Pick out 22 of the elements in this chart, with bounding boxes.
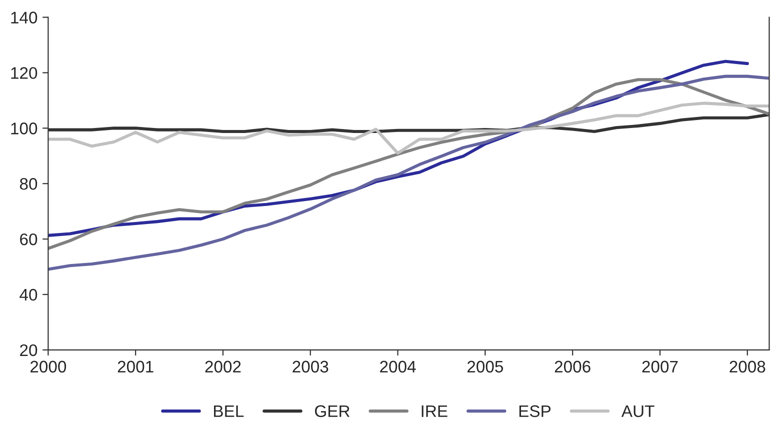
legend-label: AUT: [621, 405, 654, 418]
x-tick-label: 2004: [380, 360, 416, 373]
y-tick-label: 120: [11, 67, 38, 79]
y-tick-label: 100: [11, 122, 38, 134]
x-tick-label: 2003: [292, 360, 328, 373]
legend-label: GER: [315, 405, 350, 418]
x-tick-label: 2008: [730, 360, 766, 373]
x-tick-label: 2006: [554, 360, 590, 373]
x-tick-label: 2007: [642, 360, 678, 373]
y-tick-label: 60: [20, 233, 38, 246]
x-tick-label: 2005: [467, 360, 504, 373]
legend-label: IRE: [422, 405, 448, 417]
y-tick-label: 40: [20, 288, 38, 301]
legend-label: ESP: [519, 405, 551, 418]
y-tick-label: 80: [20, 178, 38, 190]
y-tick-label: 20: [20, 344, 38, 356]
legend-label: BEL: [214, 405, 244, 417]
x-tick-label: 2002: [205, 360, 241, 373]
line-series: [48, 102, 770, 155]
x-tick-label: 2001: [118, 360, 154, 373]
y-tick-label: 140: [11, 12, 38, 24]
x-tick-label: 2000: [30, 360, 66, 373]
